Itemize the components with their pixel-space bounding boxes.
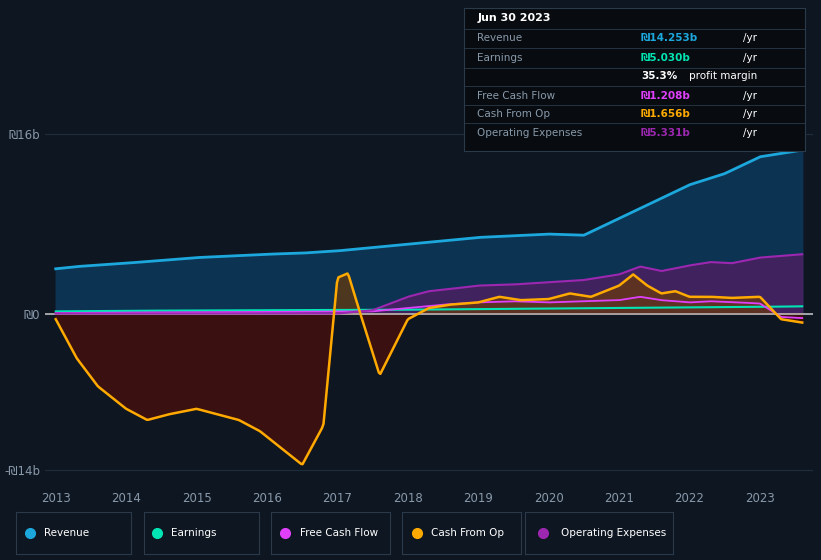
Text: 35.3%: 35.3% <box>641 71 677 81</box>
Text: Operating Expenses: Operating Expenses <box>478 128 583 138</box>
Text: Free Cash Flow: Free Cash Flow <box>300 529 378 538</box>
Text: Cash From Op: Cash From Op <box>478 109 551 119</box>
Text: Free Cash Flow: Free Cash Flow <box>478 91 556 100</box>
Text: ₪5.030b: ₪5.030b <box>641 53 691 63</box>
Text: /yr: /yr <box>743 128 757 138</box>
Text: ₪1.656b: ₪1.656b <box>641 109 691 119</box>
Text: Earnings: Earnings <box>478 53 523 63</box>
Text: Revenue: Revenue <box>44 529 89 538</box>
Text: Revenue: Revenue <box>478 34 523 43</box>
Text: ₪1.208b: ₪1.208b <box>641 91 691 100</box>
Text: ₪14.253b: ₪14.253b <box>641 34 699 43</box>
Text: /yr: /yr <box>743 91 757 100</box>
Text: /yr: /yr <box>743 34 757 43</box>
Text: Earnings: Earnings <box>172 529 217 538</box>
Text: profit margin: profit margin <box>689 71 757 81</box>
Text: /yr: /yr <box>743 53 757 63</box>
Text: Jun 30 2023: Jun 30 2023 <box>478 13 551 24</box>
Text: ₪5.331b: ₪5.331b <box>641 128 691 138</box>
Text: Operating Expenses: Operating Expenses <box>561 529 666 538</box>
Text: Cash From Op: Cash From Op <box>431 529 504 538</box>
Text: /yr: /yr <box>743 109 757 119</box>
